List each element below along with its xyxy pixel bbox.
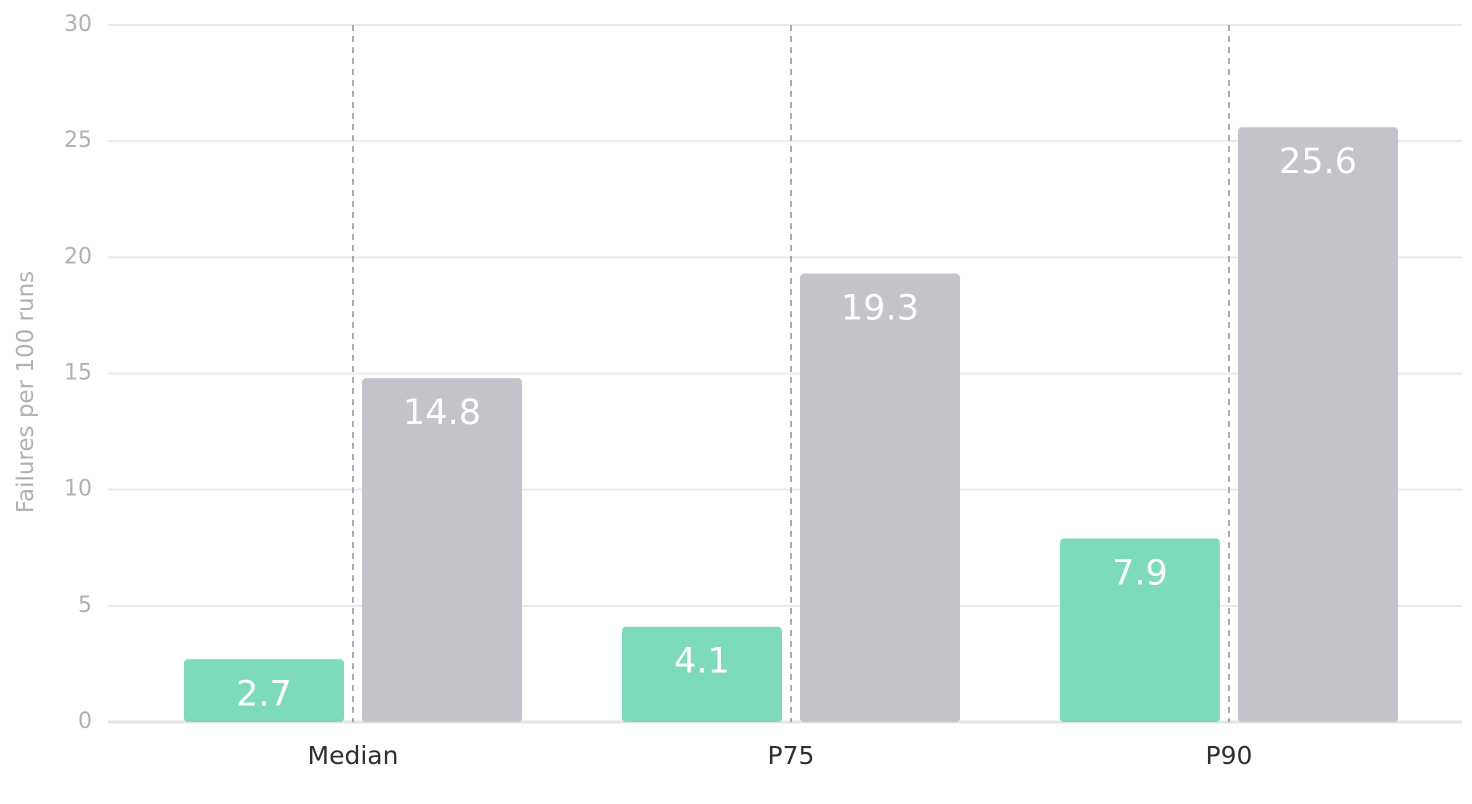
bar-value-label: 4.1 <box>674 642 730 682</box>
y-tick-label: 30 <box>64 12 92 37</box>
y-tick-label: 20 <box>64 244 92 269</box>
bar-value-labels: 2.7 14.8 4.1 19.3 7.9 25.6 <box>236 142 1357 714</box>
bar-value-label: 2.7 <box>236 674 292 714</box>
bars <box>184 127 1398 722</box>
bar-series-2 <box>800 273 960 722</box>
y-tick-label: 15 <box>64 361 92 386</box>
gridlines <box>108 24 1462 724</box>
y-axis-ticks: 0 5 10 15 20 25 30 <box>64 12 92 734</box>
bar-series-1 <box>1060 538 1220 722</box>
bar-series-1 <box>184 659 344 722</box>
bar-series-2 <box>362 378 522 722</box>
bar-series-1 <box>622 626 782 722</box>
y-tick-label: 25 <box>64 128 92 153</box>
x-axis-ticks: Median P75 P90 <box>308 741 1253 770</box>
y-tick-label: 10 <box>64 477 92 502</box>
bar-value-label: 7.9 <box>1112 553 1168 593</box>
y-axis-label: Failures per 100 runs <box>13 271 39 513</box>
bar-value-label: 14.8 <box>403 393 481 433</box>
y-tick-label: 5 <box>78 593 92 618</box>
x-tick-label: P75 <box>768 741 815 770</box>
bar-value-label: 19.3 <box>841 289 919 329</box>
x-tick-label: P90 <box>1206 741 1253 770</box>
x-tick-label: Median <box>308 741 399 770</box>
bar-value-label: 25.6 <box>1279 142 1357 182</box>
y-tick-label: 0 <box>78 709 92 734</box>
bar-series-2 <box>1238 127 1398 722</box>
